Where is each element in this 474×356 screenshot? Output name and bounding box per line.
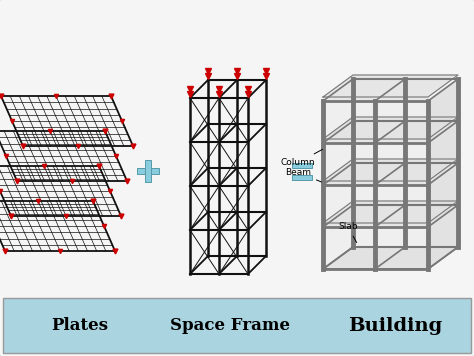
Polygon shape xyxy=(428,79,458,269)
Polygon shape xyxy=(375,227,428,269)
Text: Building: Building xyxy=(348,317,442,335)
Polygon shape xyxy=(323,75,458,97)
Polygon shape xyxy=(323,139,428,143)
Polygon shape xyxy=(323,223,428,227)
Text: Column: Column xyxy=(281,149,323,167)
Text: Beam: Beam xyxy=(285,168,321,182)
Polygon shape xyxy=(323,117,458,139)
Polygon shape xyxy=(323,247,458,269)
Bar xyxy=(137,168,159,174)
Polygon shape xyxy=(323,185,375,227)
Text: Plates: Plates xyxy=(52,318,109,335)
Polygon shape xyxy=(323,101,375,143)
Polygon shape xyxy=(323,143,375,185)
Bar xyxy=(292,174,312,179)
Bar xyxy=(145,160,151,182)
Text: Slab: Slab xyxy=(338,222,357,242)
Bar xyxy=(3,298,471,353)
Text: Space Frame: Space Frame xyxy=(170,318,290,335)
Polygon shape xyxy=(323,181,428,185)
Bar xyxy=(292,162,312,168)
Polygon shape xyxy=(375,143,428,185)
Polygon shape xyxy=(375,185,428,227)
Polygon shape xyxy=(323,227,375,269)
Polygon shape xyxy=(323,201,458,223)
Polygon shape xyxy=(323,97,428,101)
Polygon shape xyxy=(375,101,428,143)
Polygon shape xyxy=(323,159,458,181)
